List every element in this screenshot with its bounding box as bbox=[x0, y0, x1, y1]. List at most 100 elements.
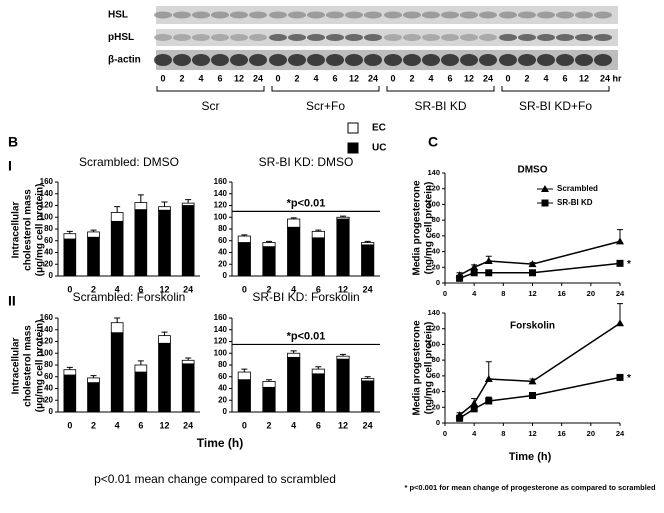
y-tick-label: 0 bbox=[436, 418, 440, 427]
group-label: Scr bbox=[202, 99, 220, 113]
lane-label: 0 bbox=[275, 73, 280, 83]
blot-band bbox=[364, 34, 382, 41]
y-tick-label: 20 bbox=[44, 395, 53, 404]
y-tick-label: 60 bbox=[432, 231, 440, 240]
y-tick-label: 120 bbox=[427, 184, 440, 193]
x-tick-label: 4 bbox=[472, 429, 477, 438]
y-tick-label: 80 bbox=[44, 224, 53, 233]
y-tick-label: 100 bbox=[214, 348, 228, 357]
x-tick-label: 12 bbox=[338, 420, 348, 430]
series-line bbox=[459, 322, 621, 416]
blot-band bbox=[192, 34, 210, 41]
marker bbox=[456, 274, 464, 282]
y-tick-label: 20 bbox=[432, 402, 440, 411]
lane-label: 24 bbox=[483, 73, 493, 83]
blot-band bbox=[556, 11, 574, 19]
blot-band bbox=[575, 34, 593, 41]
bar-segment bbox=[158, 206, 171, 211]
lane-label: 4 bbox=[198, 73, 203, 83]
blot-band bbox=[249, 34, 267, 41]
lane-label: 12 bbox=[234, 73, 244, 83]
blot-band bbox=[384, 11, 402, 19]
blot-band bbox=[441, 54, 459, 66]
blot-band bbox=[479, 34, 497, 41]
lane-label: 12 bbox=[349, 73, 359, 83]
bar-segment bbox=[237, 242, 251, 277]
bar-segment bbox=[311, 368, 325, 375]
error-bar bbox=[266, 379, 272, 382]
blot-band bbox=[537, 34, 555, 41]
blot-band bbox=[384, 54, 402, 66]
x-tick-label: 20 bbox=[587, 429, 595, 438]
bar-segment bbox=[87, 236, 100, 277]
x-tick-label: 12 bbox=[159, 420, 169, 430]
x-tick-label: 0 bbox=[67, 284, 72, 294]
y-tick-label: 140 bbox=[427, 168, 440, 177]
blot-row-label: HSL bbox=[108, 10, 128, 21]
bar-segment bbox=[181, 202, 195, 206]
bar-segment bbox=[311, 373, 325, 413]
y-axis-label: (μg/mg cell protein) bbox=[35, 320, 46, 413]
blot-band bbox=[345, 34, 363, 41]
marker bbox=[470, 405, 478, 413]
group-label: Scr+Fo bbox=[306, 99, 345, 113]
blot-band bbox=[518, 11, 536, 19]
series-line bbox=[459, 240, 621, 276]
y-tick-label: 120 bbox=[40, 337, 54, 346]
legend-label: Scrambled bbox=[557, 184, 598, 193]
blot-band bbox=[499, 54, 517, 66]
blot-band bbox=[594, 11, 612, 19]
group-bracket bbox=[386, 86, 495, 92]
blot-band bbox=[460, 11, 478, 19]
blot-band bbox=[154, 54, 172, 66]
lane-label: 4 bbox=[428, 73, 433, 83]
annotation: * bbox=[627, 259, 631, 270]
error-bar bbox=[137, 194, 144, 203]
blot-band bbox=[288, 54, 306, 66]
lane-label: 0 bbox=[390, 73, 395, 83]
x-tick-label: 6 bbox=[138, 420, 143, 430]
legend-swatch bbox=[347, 142, 359, 154]
x-tick-label: 24 bbox=[616, 289, 625, 298]
footnote: * p<0.001 for mean change of progesteron… bbox=[404, 483, 656, 492]
chart-title: DMSO bbox=[518, 165, 548, 176]
x-tick-label: 0 bbox=[67, 420, 72, 430]
chart-title: Scrambled: Forskolin bbox=[73, 290, 186, 304]
bar-segment bbox=[237, 379, 251, 413]
x-tick-label: 0 bbox=[242, 420, 247, 430]
bar-segment bbox=[237, 235, 251, 243]
y-tick-label: 40 bbox=[44, 384, 53, 393]
y-tick-label: 120 bbox=[427, 324, 440, 333]
x-tick-label: 12 bbox=[338, 284, 348, 294]
group-bracket bbox=[271, 86, 380, 92]
bar-segment bbox=[87, 231, 100, 238]
y-tick-label: 0 bbox=[223, 407, 228, 416]
y-tick-label: 0 bbox=[49, 271, 54, 280]
blot-band bbox=[269, 34, 287, 41]
x-axis-label: Time (h) bbox=[509, 451, 552, 463]
blot-band bbox=[537, 54, 555, 66]
marker bbox=[528, 377, 537, 385]
bar-segment bbox=[158, 335, 171, 344]
x-tick-label: 24 bbox=[616, 429, 625, 438]
marker bbox=[484, 257, 493, 264]
blot-band bbox=[403, 34, 421, 41]
x-tick-label: 6 bbox=[138, 284, 143, 294]
blot-band bbox=[269, 54, 287, 66]
blot-band bbox=[422, 34, 440, 41]
blot-band bbox=[307, 34, 325, 41]
blot-row-label: β-actin bbox=[108, 55, 141, 66]
bar-segment bbox=[336, 358, 350, 413]
y-axis-label: (ng/mg cell protein) bbox=[424, 182, 435, 275]
lane-label: 2 bbox=[524, 73, 529, 83]
legend-label: EC bbox=[372, 123, 386, 134]
bar-segment bbox=[262, 246, 276, 277]
y-tick-label: 160 bbox=[40, 177, 54, 186]
bar-segment bbox=[63, 233, 77, 240]
y-tick-label: 40 bbox=[44, 248, 53, 257]
error-bar bbox=[290, 217, 297, 220]
error-bar bbox=[66, 230, 73, 234]
bar-segment bbox=[336, 216, 350, 220]
legend-label: SR-BI KD bbox=[557, 198, 593, 207]
x-tick-label: 24 bbox=[363, 420, 373, 430]
